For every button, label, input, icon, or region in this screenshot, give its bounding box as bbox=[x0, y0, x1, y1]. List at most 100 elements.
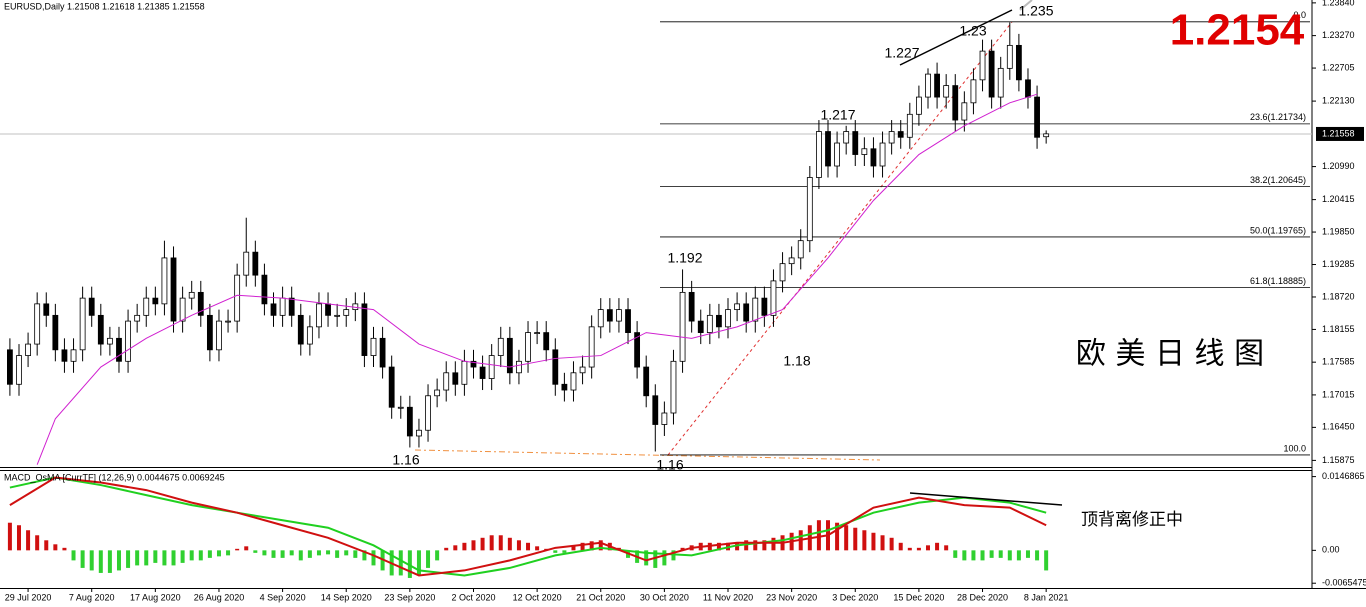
candle-body bbox=[988, 50, 995, 98]
candle-body bbox=[488, 355, 495, 379]
histogram-bar bbox=[462, 542, 467, 551]
fib-base-line bbox=[667, 21, 1013, 456]
histogram-bar bbox=[226, 550, 231, 556]
histogram-bar bbox=[444, 547, 449, 551]
y-tick-label: 1.22130 bbox=[1322, 95, 1355, 105]
histogram-bar bbox=[489, 535, 494, 551]
y-tick-label: 1.19850 bbox=[1322, 226, 1355, 236]
candle-body bbox=[761, 297, 768, 316]
candle-body bbox=[725, 309, 731, 328]
candle-body bbox=[688, 291, 695, 322]
candle-body bbox=[461, 360, 468, 385]
y-tick-label: 0.0146865 bbox=[1322, 471, 1365, 481]
candle-body bbox=[361, 303, 368, 356]
candle-body bbox=[106, 337, 113, 345]
histogram-bar bbox=[526, 542, 531, 551]
candle-body bbox=[816, 131, 822, 178]
histogram-bar bbox=[426, 550, 431, 568]
histogram-bar bbox=[198, 550, 203, 561]
fib-handle bbox=[1019, 0, 1033, 11]
x-tick-label: 30 Oct 2020 bbox=[640, 592, 689, 602]
histogram-bar bbox=[253, 550, 258, 553]
histogram-bar bbox=[662, 550, 667, 566]
candle-body bbox=[479, 366, 486, 379]
histogram-bar bbox=[680, 547, 685, 551]
candle-body bbox=[843, 131, 850, 144]
candle-body bbox=[370, 337, 377, 356]
histogram-bar bbox=[189, 550, 194, 561]
candle-body bbox=[216, 320, 222, 351]
histogram-bar bbox=[362, 550, 367, 561]
histogram-bar bbox=[1025, 550, 1030, 558]
histogram-bar bbox=[953, 550, 958, 558]
candle-body bbox=[797, 240, 804, 259]
histogram-bar bbox=[44, 540, 49, 551]
annotation: 1.2154 bbox=[1170, 6, 1305, 55]
candle-body bbox=[179, 297, 186, 322]
candle-body bbox=[234, 274, 241, 322]
histogram-bar bbox=[753, 540, 758, 551]
fib-label: 50.0(1.19765) bbox=[1250, 225, 1306, 235]
histogram-bar bbox=[107, 550, 112, 573]
x-tick-label: 23 Sep 2020 bbox=[384, 592, 435, 602]
histogram-bar bbox=[1007, 550, 1012, 561]
y-tick-label: 1.18155 bbox=[1322, 324, 1355, 334]
histogram-bar bbox=[716, 542, 721, 551]
x-tick-label: 2 Oct 2020 bbox=[451, 592, 495, 602]
candle-body bbox=[88, 297, 95, 316]
histogram-bar bbox=[35, 535, 40, 551]
candle-body bbox=[952, 85, 959, 121]
candle-body bbox=[188, 291, 195, 299]
candle-body bbox=[334, 314, 341, 317]
candle-body bbox=[279, 297, 286, 316]
histogram-bar bbox=[144, 550, 149, 566]
candle-body bbox=[52, 314, 59, 351]
candle-body bbox=[543, 332, 550, 351]
candle-body bbox=[270, 303, 277, 316]
histogram-bar bbox=[598, 540, 603, 551]
histogram-bar bbox=[535, 546, 540, 551]
histogram-bar bbox=[962, 550, 967, 561]
histogram-bar bbox=[16, 525, 21, 551]
y-tick-label: 1.20990 bbox=[1322, 161, 1355, 171]
histogram-bar bbox=[316, 550, 321, 556]
candle-body bbox=[906, 113, 913, 138]
candle-body bbox=[425, 395, 431, 431]
texts: EURUSD,Daily 1.21508 1.21618 1.21385 1.2… bbox=[4, 0, 1366, 602]
candle-body bbox=[561, 383, 568, 391]
candle-body bbox=[579, 366, 586, 374]
candle-body bbox=[152, 297, 159, 305]
x-tick-label: 23 Nov 2020 bbox=[766, 592, 817, 602]
histogram-bar bbox=[80, 550, 85, 568]
moving-average bbox=[36, 93, 1038, 465]
candle-body bbox=[697, 320, 704, 333]
x-tick-label: 21 Oct 2020 bbox=[576, 592, 625, 602]
histogram-bar bbox=[135, 550, 140, 566]
candle-body bbox=[1025, 79, 1031, 98]
fib-label: 100.0 bbox=[1283, 443, 1306, 453]
histogram-bar bbox=[407, 550, 412, 578]
histogram-bar bbox=[435, 550, 440, 561]
histogram-bar bbox=[935, 542, 940, 551]
price-panel bbox=[414, 0, 1033, 461]
histogram-bar bbox=[671, 550, 676, 561]
candle-body bbox=[16, 355, 22, 385]
histogram-bar bbox=[735, 542, 740, 551]
candle-body bbox=[743, 303, 750, 322]
macd-line bbox=[9, 476, 1047, 577]
candle-body bbox=[679, 291, 686, 362]
candle-body bbox=[34, 303, 41, 345]
candle-body bbox=[343, 309, 350, 316]
histogram-bar bbox=[580, 542, 585, 551]
candle-body bbox=[70, 349, 77, 362]
histogram-bar bbox=[344, 550, 349, 556]
candle-body bbox=[961, 102, 968, 121]
y-tick-label: 1.16450 bbox=[1322, 422, 1355, 432]
candle-body bbox=[7, 349, 13, 385]
x-tick-label: 12 Oct 2020 bbox=[513, 592, 562, 602]
y-tick-label: 1.22705 bbox=[1322, 62, 1355, 72]
histogram-bar bbox=[89, 550, 94, 571]
histogram-bar bbox=[653, 550, 658, 568]
y-tick-label: 0.00 bbox=[1322, 545, 1340, 555]
x-tick-label: 29 Jul 2020 bbox=[5, 592, 52, 602]
